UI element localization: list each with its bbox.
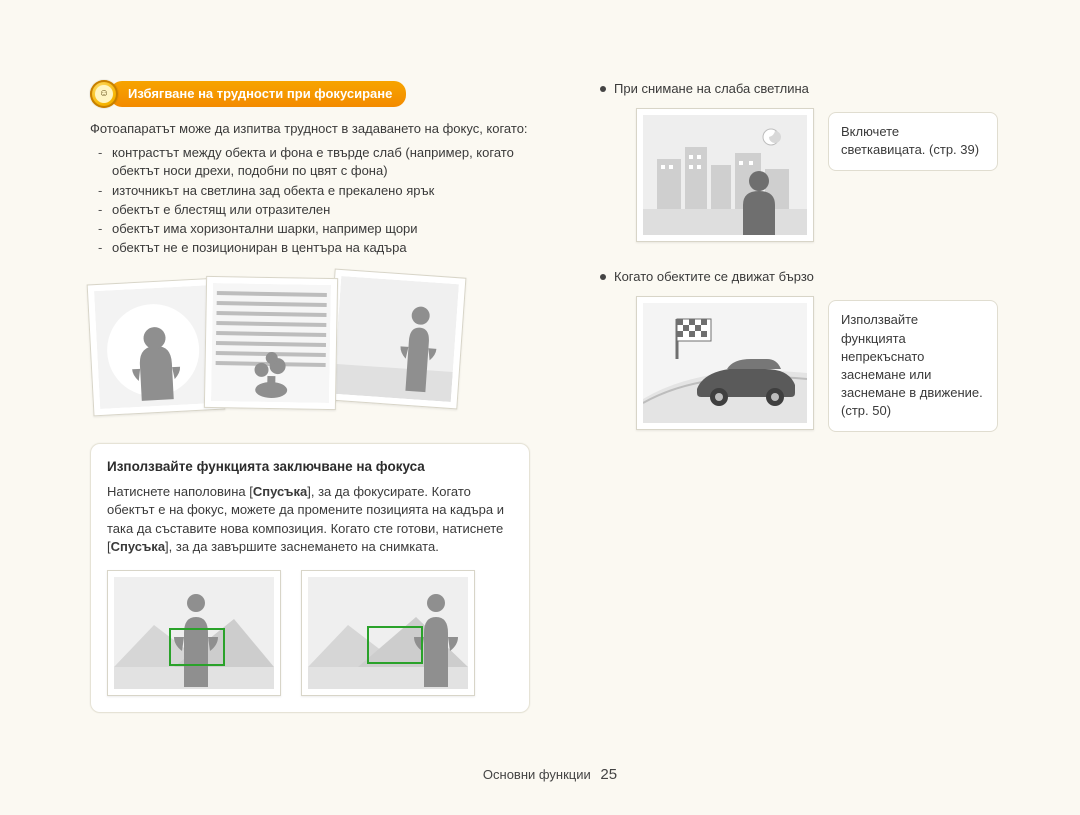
list-item: обектът не е позициониран в центъра на к… <box>102 239 530 257</box>
page-footer: Основни функции 25 <box>90 764 1010 785</box>
section-title: ☺ Избягване на трудности при фокусиране <box>90 80 530 108</box>
bullet-dot-icon <box>600 274 606 280</box>
list-item: източникът на светлина зад обекта е прек… <box>102 182 530 200</box>
low-light-hint-block: Включете светкавицата. (стр. 39) <box>636 108 1010 242</box>
focus-lock-card: Използвайте функцията заключване на фоку… <box>90 443 530 713</box>
footer-page-number: 25 <box>600 766 617 783</box>
bullet-dot-icon <box>600 86 606 92</box>
focus-lock-body: Натиснете наполовина [Спусъка], за да фо… <box>107 483 513 556</box>
bullet-label: Когато обектите се движат бързо <box>614 268 814 286</box>
fast-moving-hint-block: Използвайте функцията непрекъснато засне… <box>636 296 1010 431</box>
example-photo-blinds <box>204 276 338 410</box>
focus-lock-examples <box>107 570 513 696</box>
keyword-shutter: Спусъка <box>253 484 307 499</box>
low-light-hint-caption: Включете светкавицата. (стр. 39) <box>828 112 998 170</box>
bullet-low-light: При снимане на слаба светлина <box>600 80 1010 98</box>
left-column: ☺ Избягване на трудности при фокусиране … <box>90 80 530 713</box>
bullet-fast-moving: Когато обектите се движат бързо <box>600 268 1010 286</box>
section-title-label: Избягване на трудности при фокусиране <box>110 81 406 107</box>
focus-example-centered <box>107 570 281 696</box>
body-text: Натиснете наполовина [ <box>107 484 253 499</box>
example-photo-off-center <box>326 269 467 410</box>
focus-lock-heading: Използвайте функцията заключване на фоку… <box>107 458 513 477</box>
two-column-layout: ☺ Избягване на трудности при фокусиране … <box>90 80 1010 713</box>
keyword-shutter: Спусъка <box>111 539 165 554</box>
example-photos-stack <box>90 271 460 421</box>
smiley-badge-icon: ☺ <box>90 80 118 108</box>
list-item: контрастът между обекта и фона е твърде … <box>102 144 530 180</box>
bullet-label: При снимане на слаба светлина <box>614 80 809 98</box>
page-root: ☺ Избягване на трудности при фокусиране … <box>0 0 1080 815</box>
body-text: ], за да завършите заснемането на снимка… <box>165 539 439 554</box>
list-item: обектът има хоризонтални шарки, например… <box>102 220 530 238</box>
intro-text: Фотоапаратът може да изпитва трудност в … <box>90 120 530 138</box>
race-car-illustration <box>636 296 814 430</box>
right-column: При снимане на слаба светлина <box>590 80 1010 713</box>
list-item: обектът е блестящ или отразителен <box>102 201 530 219</box>
night-city-illustration <box>636 108 814 242</box>
fast-moving-hint-caption: Използвайте функцията непрекъснато засне… <box>828 300 998 431</box>
footer-section-label: Основни функции <box>483 767 591 782</box>
difficulty-list: контрастът между обекта и фона е твърде … <box>90 144 530 257</box>
focus-example-recompose <box>301 570 475 696</box>
